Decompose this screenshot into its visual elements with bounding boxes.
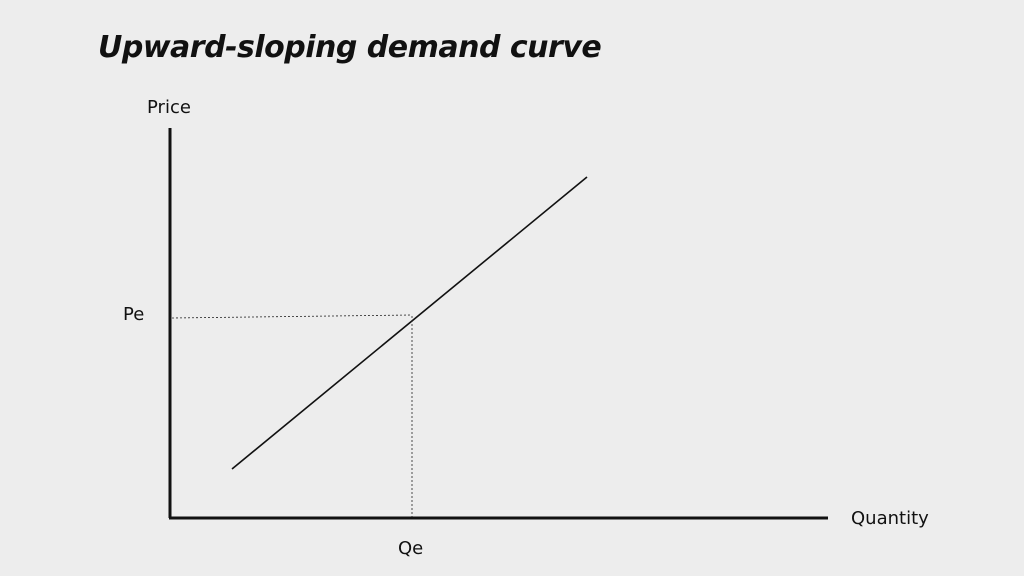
qe-label: Qe [398,538,423,559]
diagram-title: Upward-sloping demand curve [98,30,602,65]
x-axis-label: Quantity [851,508,929,529]
demand-curve [231,176,588,470]
pe-label: Pe [123,304,144,325]
y-axis-label: Price [147,97,191,118]
price-guide-line [171,314,413,319]
